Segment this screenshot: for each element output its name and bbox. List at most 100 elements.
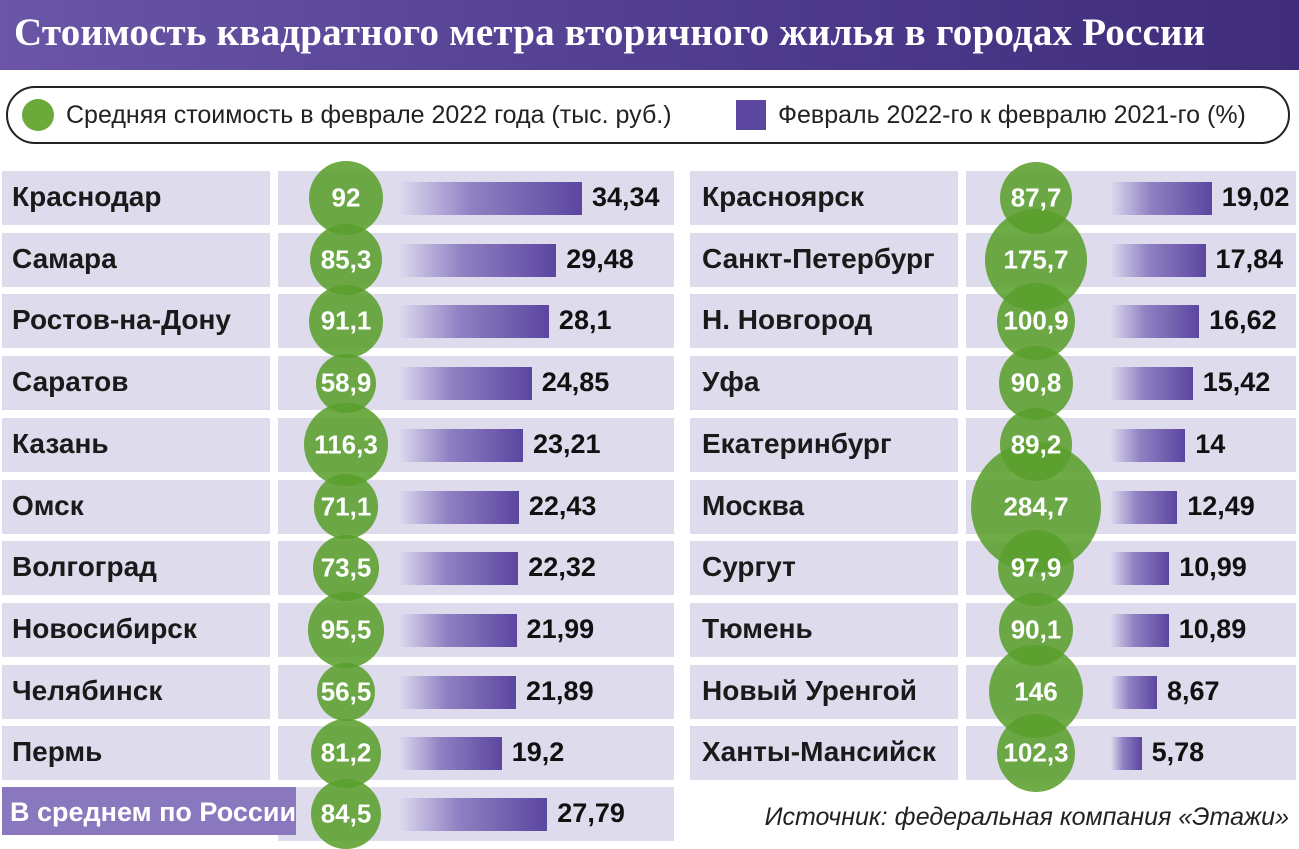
city-label: Ханты-Мансийск <box>702 736 936 768</box>
row-background <box>690 294 958 349</box>
price-circle <box>309 161 383 235</box>
chart-title: Стоимость квадратного метра вторичного ж… <box>14 11 1206 54</box>
change-bar <box>400 367 532 401</box>
change-value: 21,89 <box>526 675 594 706</box>
change-bar <box>1111 613 1169 647</box>
legend-change-marker <box>736 100 766 130</box>
change-bar <box>400 305 549 339</box>
city-label: Самара <box>12 242 117 274</box>
city-label: Краснодар <box>12 181 162 212</box>
price-circle <box>999 593 1073 667</box>
price-value: 100,9 <box>1003 305 1069 336</box>
city-label: Саратов <box>12 366 129 398</box>
legend-change-label: Февраль 2022-го к февралю 2021-го (%) <box>778 101 1246 129</box>
change-bar <box>1111 428 1186 462</box>
city-label: Новый Уренгой <box>702 674 917 706</box>
change-value: 10,89 <box>1178 613 1247 644</box>
city-label: Санкт-Петербург <box>702 242 935 274</box>
price-value: 90,1 <box>1010 614 1062 645</box>
price-value: 85,3 <box>320 244 372 275</box>
change-value: 8,67 <box>1166 675 1220 706</box>
price-circle <box>310 778 382 849</box>
row-background <box>690 726 958 781</box>
change-value: 21,99 <box>526 613 595 644</box>
price-circle <box>313 474 379 539</box>
change-bar <box>400 428 523 462</box>
change-value: 29,48 <box>566 243 634 274</box>
change-bar <box>1111 552 1170 586</box>
average-label-background <box>2 787 296 835</box>
average-label: В среднем по России <box>10 797 297 827</box>
price-value: 97,9 <box>1010 552 1062 583</box>
change-value: 15,42 <box>1202 367 1271 398</box>
price-circle <box>309 284 383 359</box>
change-value: 22,43 <box>528 490 597 521</box>
legend-price-label: Средняя стоимость в феврале 2022 года (т… <box>66 101 672 129</box>
change-bar <box>1111 737 1142 771</box>
price-value: 91,1 <box>320 305 372 336</box>
city-label: Пермь <box>12 736 103 768</box>
price-circle <box>308 592 384 668</box>
row-background <box>2 664 270 719</box>
city-label: Ростов-на-Дону <box>12 304 231 336</box>
row-background <box>2 417 270 472</box>
city-label: Екатеринбург <box>702 427 892 459</box>
change-value: 5,78 <box>1151 737 1205 768</box>
change-value: 19,02 <box>1221 182 1290 212</box>
row-background <box>2 171 270 225</box>
change-value: 28,1 <box>558 305 612 336</box>
change-bar <box>400 490 519 524</box>
change-bar <box>1111 490 1178 524</box>
change-value: 10,99 <box>1179 552 1247 583</box>
legend: Средняя стоимость в феврале 2022 года (т… <box>6 86 1290 144</box>
row-background <box>690 602 958 657</box>
price-value: 102,3 <box>1003 737 1069 768</box>
city-label: Новосибирск <box>12 612 197 644</box>
change-bar <box>400 675 517 709</box>
price-circle <box>317 662 375 721</box>
change-value: 34,34 <box>592 182 660 212</box>
price-value: 87,7 <box>1010 182 1062 213</box>
price-circle <box>311 718 381 788</box>
title-bar: Стоимость квадратного метра вторичного ж… <box>0 0 1299 70</box>
price-circle <box>316 353 376 413</box>
change-bar <box>400 798 548 831</box>
price-circle <box>312 535 380 602</box>
change-bar <box>400 552 519 586</box>
price-circle <box>999 346 1073 420</box>
change-value: 12,49 <box>1187 490 1255 521</box>
city-label: Казань <box>12 427 109 459</box>
row-background <box>690 171 958 225</box>
change-bar <box>1111 675 1157 709</box>
price-value: 95,5 <box>320 614 372 645</box>
change-bar <box>400 182 582 215</box>
change-value: 17,84 <box>1215 243 1284 274</box>
price-value: 73,5 <box>320 552 372 583</box>
price-value: 116,3 <box>314 429 378 460</box>
city-label: Н. Новгород <box>702 304 873 336</box>
row-background <box>2 294 270 349</box>
row-background <box>690 232 958 287</box>
change-bar <box>1111 305 1200 339</box>
city-label: Тюмень <box>702 612 813 644</box>
city-label: Челябинск <box>12 674 163 706</box>
row-background <box>2 541 270 596</box>
source-note: Источник: федеральная компания «Этажи» <box>764 803 1289 831</box>
change-value: 27,79 <box>557 798 625 828</box>
price-value: 90,8 <box>1010 367 1062 398</box>
row-background <box>690 664 958 719</box>
price-value: 71,1 <box>320 491 372 521</box>
row-background <box>690 417 958 472</box>
row-background <box>690 356 958 411</box>
price-value: 284,7 <box>1003 491 1069 521</box>
city-label: Волгоград <box>12 551 157 583</box>
change-bar <box>400 243 557 277</box>
change-value: 16,62 <box>1209 305 1277 336</box>
price-circle <box>304 403 388 487</box>
city-label: Красноярск <box>702 181 865 212</box>
change-bar <box>1111 243 1206 277</box>
price-value: 92 <box>331 182 361 213</box>
change-value: 23,21 <box>533 428 601 459</box>
city-label: Москва <box>702 489 805 521</box>
row-background <box>2 232 270 287</box>
